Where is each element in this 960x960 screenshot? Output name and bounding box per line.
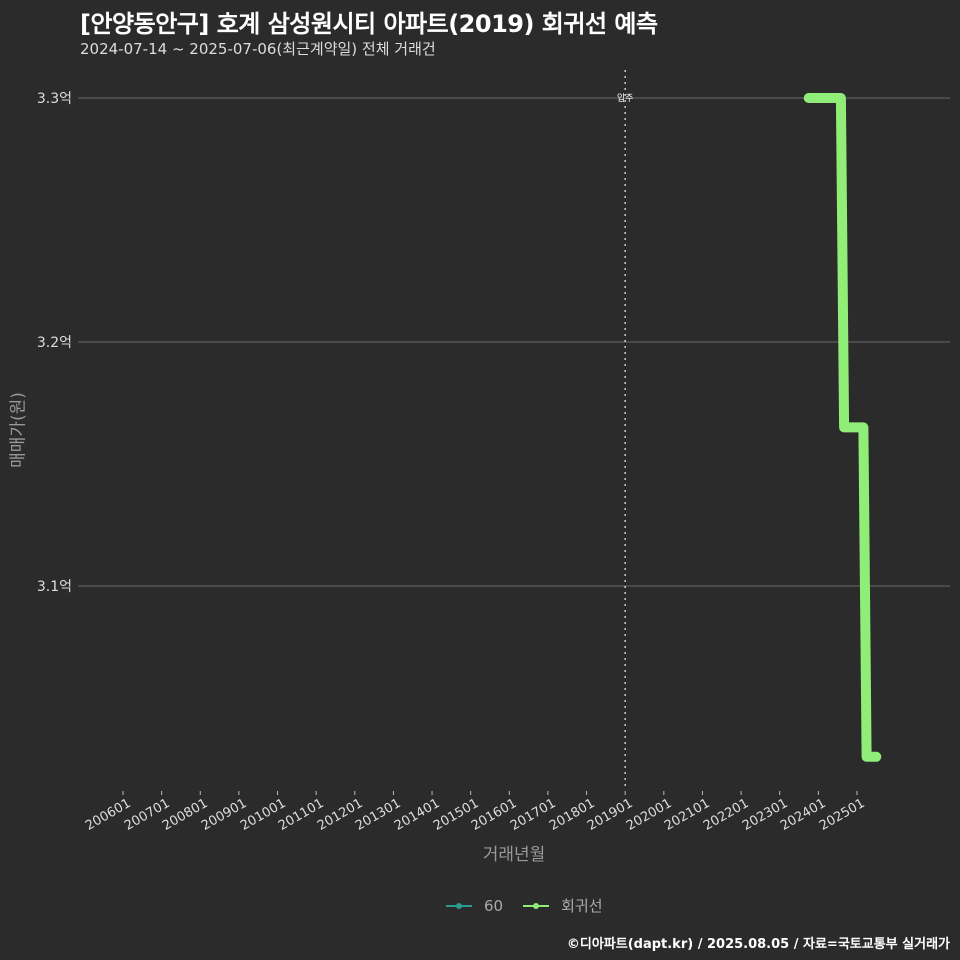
legend-key-regression-icon <box>523 902 550 909</box>
footer-credit: ©디아파트(dapt.kr) / 2025.08.05 / 자료=국토교통부 실… <box>566 937 950 952</box>
legend-item-regression[interactable]: 회귀선 <box>523 895 603 916</box>
regression-line <box>803 93 882 762</box>
legend-key-60-icon <box>446 902 472 909</box>
legend-item-60[interactable]: 60 <box>446 897 503 915</box>
legend: 60 회귀선 <box>446 895 615 916</box>
x-axis-ticks <box>122 791 858 795</box>
move-in-label: 입주 <box>617 92 634 104</box>
grid-lines <box>78 97 950 587</box>
x-axis-label: 거래년월 <box>482 845 546 865</box>
y-axis-label: 매매가(원) <box>8 392 29 468</box>
legend-label: 60 <box>484 896 504 915</box>
chart-subtitle: 2024-07-14 ~ 2025-07-06(최근계약일) 전체 거래건 <box>80 40 436 58</box>
y-tick-label: 3.2억 <box>36 335 72 351</box>
y-tick-label: 3.1억 <box>36 579 72 595</box>
y-tick-label: 3.3억 <box>36 91 72 107</box>
legend-label: 회귀선 <box>561 897 603 915</box>
chart-title: [안양동안구] 호계 삼성원시티 아파트(2019) 회귀선 예측 <box>80 10 658 38</box>
